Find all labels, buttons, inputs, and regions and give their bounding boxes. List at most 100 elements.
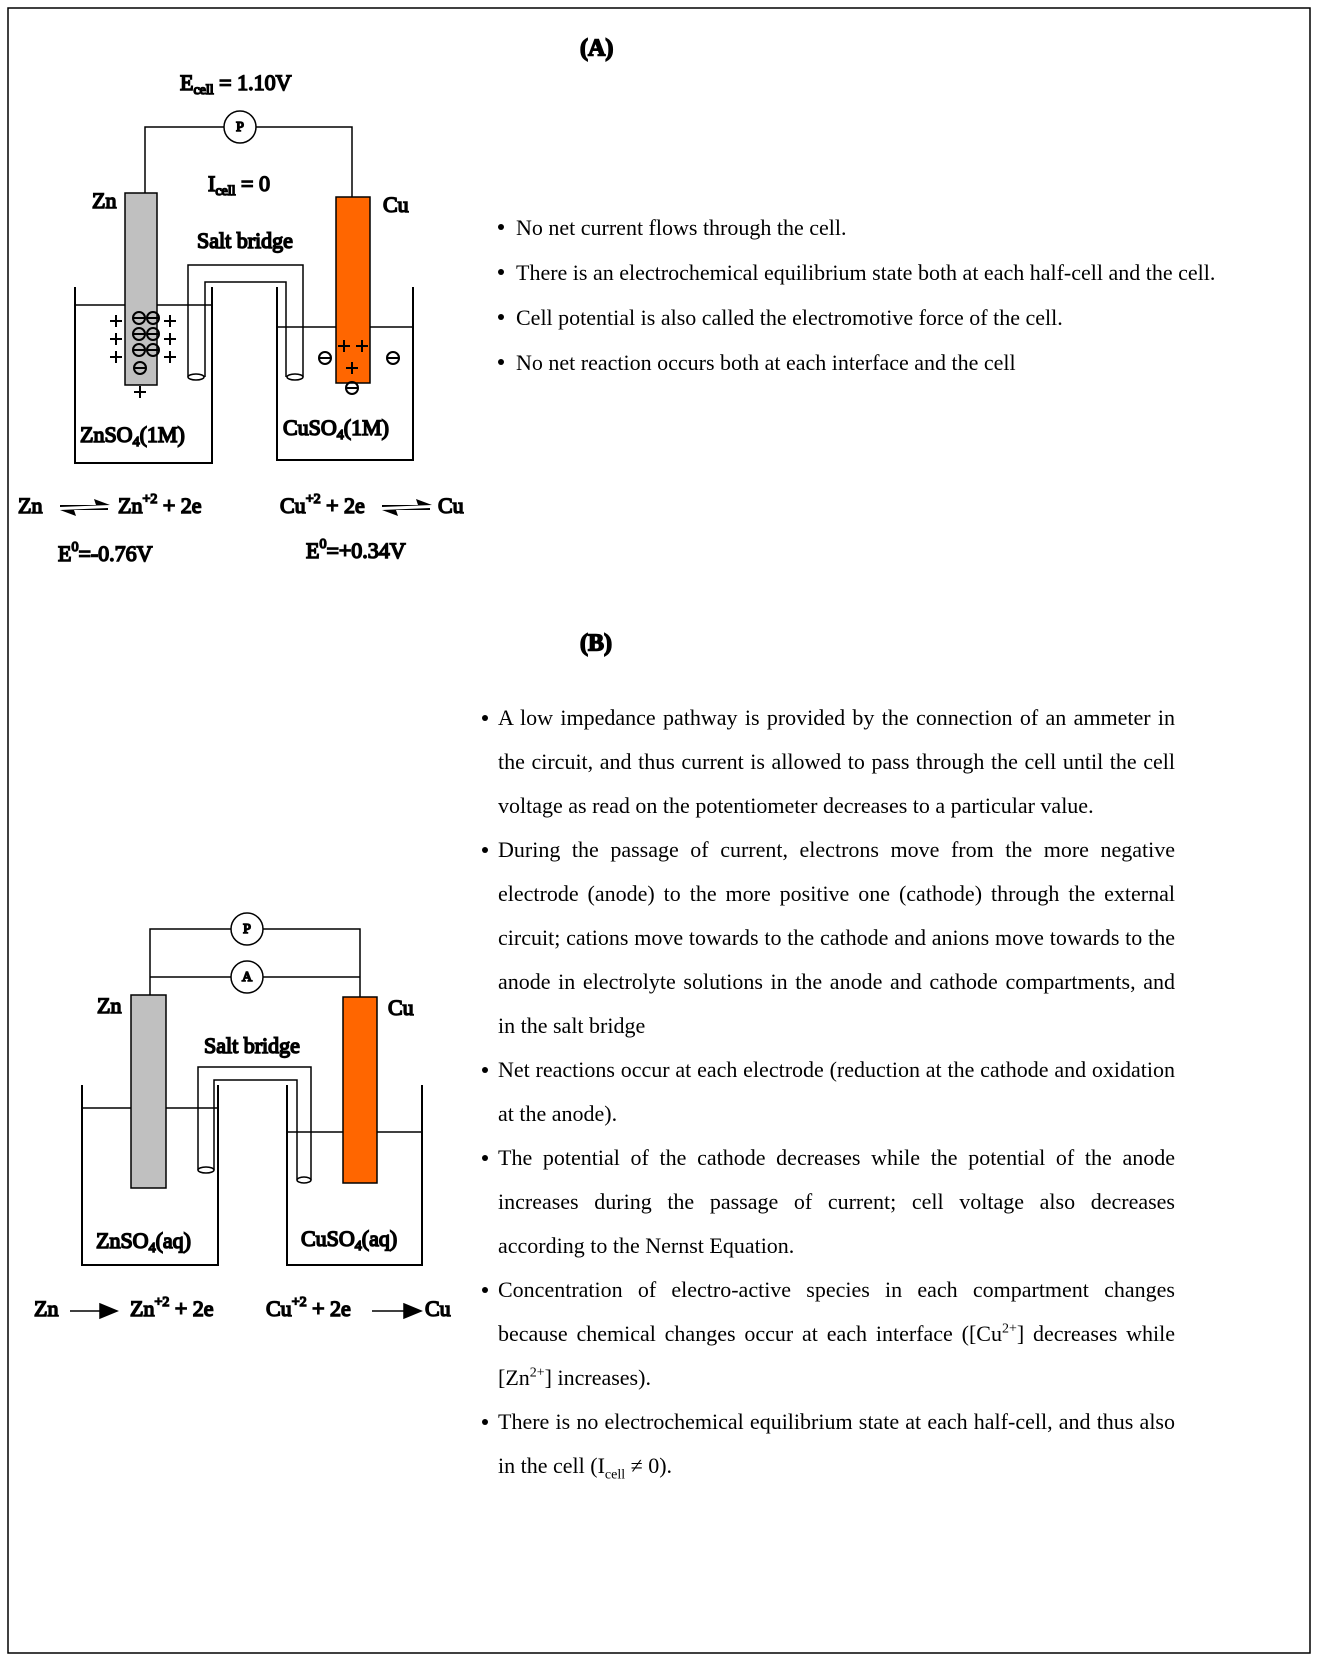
bullet	[482, 715, 488, 721]
bullet	[498, 269, 504, 275]
reaction-species: Zn	[34, 1296, 58, 1321]
note: Net reactions occur at each electrode (r…	[480, 1048, 1175, 1136]
copper-electrode	[335, 196, 371, 384]
script-text: +2	[154, 1295, 169, 1310]
text-part: E	[180, 70, 193, 95]
electrode-label: Cu	[388, 995, 414, 1020]
text-part: (aq)	[362, 1226, 397, 1251]
text-part: Cu	[266, 1296, 292, 1321]
negative-charge	[133, 361, 147, 375]
note-text: During the passage of current, electrons…	[498, 837, 1175, 1038]
electrode-label: Zn	[97, 993, 121, 1018]
negative-charge	[132, 311, 146, 325]
text-part: + 2e	[307, 1296, 351, 1321]
cell-voltage: Ecell = 1.10V	[180, 70, 292, 98]
reaction-species: Cu	[438, 493, 464, 518]
note-text: Cell potential is also called the electr…	[516, 305, 1063, 330]
note-text: There is an electrochemical equilibrium …	[516, 260, 1216, 285]
equilibrium-arrow	[382, 499, 432, 516]
panel-label: (A)	[580, 36, 613, 62]
reaction-species: Cu	[425, 1296, 451, 1321]
negative-charge	[146, 327, 160, 341]
electrode-label: Zn	[92, 188, 116, 213]
tube-end	[296, 1176, 312, 1184]
salt-bridge-label: Salt bridge	[204, 1033, 300, 1058]
reaction-species: Zn+2 + 2e	[130, 1295, 214, 1321]
note: Concentration of electro-active species …	[480, 1268, 1175, 1400]
tube-end	[187, 373, 205, 381]
text-part: ZnSO	[96, 1228, 149, 1253]
bullet	[482, 1155, 488, 1161]
negative-charge	[386, 351, 400, 365]
note: No net current flows through the cell.	[496, 205, 1256, 250]
solution-label: CuSO4(aq)	[301, 1226, 397, 1254]
salt-bridge-outer	[197, 1066, 312, 1180]
note: No net reaction occurs both at each inte…	[496, 340, 1256, 385]
bullet	[498, 314, 504, 320]
solution-label: CuSO4(1M)	[283, 415, 389, 443]
text-part: I	[208, 171, 215, 196]
solution-label: ZnSO4(1M)	[80, 422, 185, 450]
note-text: There is no electrochemical equilibrium …	[498, 1409, 1175, 1478]
wire	[256, 126, 353, 197]
cell-b	[81, 912, 423, 1266]
meter-label: A	[242, 970, 253, 985]
text-part: (1M)	[344, 415, 389, 440]
text-part: ZnSO	[80, 422, 133, 447]
wire	[144, 126, 224, 193]
script-text: 4	[337, 428, 344, 443]
note: The potential of the cathode decreases w…	[480, 1136, 1175, 1268]
wire	[149, 928, 231, 1000]
tube-end	[286, 373, 304, 381]
text-part: + 2e	[169, 1296, 213, 1321]
text-part: =-0.76V	[78, 541, 152, 566]
equilibrium-arrow	[60, 499, 110, 516]
note: Cell potential is also called the electr…	[496, 295, 1256, 340]
zinc-electrode	[124, 192, 158, 386]
note-text: Concentration of electro-active species …	[498, 1277, 1175, 1346]
reaction-species: Zn+2 + 2e	[118, 492, 202, 518]
text-part: (aq)	[156, 1228, 191, 1253]
reaction-arrow	[372, 1302, 423, 1320]
bullet	[498, 359, 504, 365]
text-part: + 2e	[321, 493, 365, 518]
note: A low impedance pathway is provided by t…	[480, 696, 1175, 828]
negative-charge	[318, 351, 332, 365]
text-part: (1M)	[140, 422, 185, 447]
script-text: 0	[71, 540, 78, 555]
script-text: 4	[133, 435, 140, 450]
tube-end	[197, 1166, 215, 1174]
standard-potential: E0=-0.76V	[58, 540, 153, 566]
note: During the passage of current, electrons…	[480, 828, 1175, 1048]
bullet	[482, 1419, 488, 1425]
potentiometer	[223, 110, 257, 144]
text-part: CuSO	[283, 415, 337, 440]
script-text: +2	[292, 1295, 307, 1310]
beaker	[74, 287, 213, 464]
bullet	[482, 1287, 488, 1293]
meter-label: P	[243, 922, 251, 937]
note-text: ] decreases while [Zn	[498, 1321, 1175, 1390]
negative-charge	[146, 343, 160, 357]
notes: No net current flows through the cell. Th…	[496, 205, 1256, 385]
note-text: 2+	[1001, 1321, 1017, 1337]
script-text: 4	[149, 1241, 156, 1256]
reaction-species: Cu+2 + 2e	[266, 1295, 351, 1321]
beaker	[276, 287, 414, 461]
text-part: + 2e	[157, 493, 201, 518]
note-text: ] increases).	[544, 1365, 651, 1390]
bullet	[498, 224, 504, 230]
ammeter	[230, 960, 264, 994]
bullet	[482, 1067, 488, 1073]
cell-a	[74, 110, 414, 464]
text-part: Cu	[280, 493, 306, 518]
bullet	[482, 847, 488, 853]
salt-bridge-inner	[213, 1079, 298, 1180]
electrode-label: Cu	[383, 192, 409, 217]
note-text: No net reaction occurs both at each inte…	[516, 350, 1016, 375]
note-text: ≠ 0).	[625, 1453, 673, 1478]
script-text: +2	[142, 492, 157, 507]
solution-label: ZnSO4(aq)	[96, 1228, 191, 1256]
